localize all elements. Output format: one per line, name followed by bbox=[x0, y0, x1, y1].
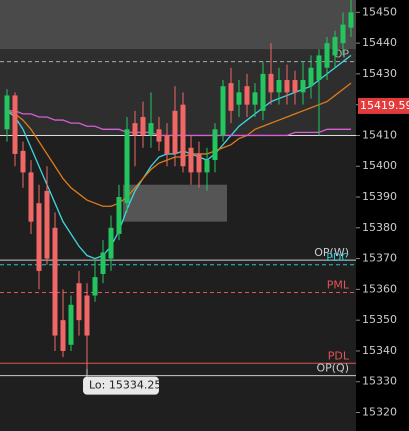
y-tick-label: 15430 bbox=[362, 67, 397, 80]
candle-body bbox=[220, 86, 226, 136]
candle-body bbox=[108, 227, 114, 259]
level-label: OP(Q) bbox=[316, 362, 349, 375]
candle-body bbox=[252, 92, 258, 105]
indicator-line bbox=[6, 54, 352, 260]
level-label: OP(W) bbox=[314, 246, 349, 259]
candle-body bbox=[244, 86, 250, 105]
candle-body bbox=[228, 83, 234, 111]
candle-body bbox=[172, 110, 178, 154]
level-label: OP bbox=[334, 48, 350, 61]
candle-body bbox=[300, 80, 306, 93]
candle-body bbox=[140, 116, 146, 136]
candle-body bbox=[132, 123, 138, 136]
zone bbox=[123, 184, 227, 222]
y-tick-label: 15370 bbox=[362, 252, 397, 265]
price-tag-label: 15419.59 bbox=[360, 99, 409, 112]
candle-body bbox=[180, 104, 186, 167]
y-tick-label: 15350 bbox=[362, 313, 397, 326]
y-tick-label: 15320 bbox=[362, 406, 397, 419]
y-tick-label: 15400 bbox=[362, 159, 397, 172]
y-tick-label: 15450 bbox=[362, 5, 397, 18]
candle-body bbox=[60, 320, 66, 351]
candle-body bbox=[76, 283, 82, 321]
candle-body bbox=[292, 80, 298, 93]
zone bbox=[0, 0, 356, 50]
candle-body bbox=[324, 43, 330, 68]
candle-body bbox=[260, 73, 266, 111]
candle-body bbox=[188, 147, 194, 173]
axis-background bbox=[356, 0, 409, 431]
y-tick-label: 15410 bbox=[362, 128, 397, 141]
candle-body bbox=[308, 67, 314, 87]
candle-body bbox=[68, 304, 74, 345]
candle-body bbox=[124, 129, 130, 204]
low-label: Lo: 15334.25 bbox=[89, 379, 161, 392]
candle-body bbox=[268, 73, 274, 93]
candle-body bbox=[4, 95, 10, 130]
candle-body bbox=[36, 203, 42, 271]
candle-body bbox=[156, 129, 162, 142]
indicator-line bbox=[7, 110, 351, 137]
candle-body bbox=[204, 160, 210, 173]
candle-body bbox=[284, 80, 290, 93]
level-label: PDL bbox=[328, 349, 350, 362]
candle-body bbox=[20, 150, 26, 173]
candle-body bbox=[84, 295, 90, 336]
candle-body bbox=[148, 123, 154, 136]
candle-body bbox=[348, 12, 354, 28]
y-tick-label: 15440 bbox=[362, 36, 397, 49]
candle-body bbox=[196, 153, 202, 173]
y-tick-label: 15340 bbox=[362, 344, 397, 357]
y-tick-label: 15330 bbox=[362, 375, 397, 388]
candle-body bbox=[100, 252, 106, 274]
candle-body bbox=[340, 24, 346, 44]
candle-body bbox=[92, 277, 98, 296]
y-tick-label: 15390 bbox=[362, 190, 397, 203]
level-label: PML bbox=[327, 278, 350, 291]
candle-body bbox=[276, 80, 282, 93]
candle-body bbox=[44, 190, 50, 259]
candle-body bbox=[332, 36, 338, 56]
candle-body bbox=[164, 135, 170, 154]
candle-body bbox=[116, 197, 122, 234]
y-tick-label: 15380 bbox=[362, 221, 397, 234]
level-label: PDC bbox=[326, 251, 349, 264]
candle-body bbox=[52, 227, 58, 336]
low-box bbox=[83, 376, 159, 395]
y-tick-label: 15360 bbox=[362, 282, 397, 295]
price-tag bbox=[358, 97, 409, 114]
indicator-line bbox=[6, 82, 352, 207]
candle-body bbox=[236, 92, 242, 105]
candle-body bbox=[212, 129, 218, 161]
candle-body bbox=[28, 172, 34, 222]
candle-body bbox=[316, 55, 322, 81]
candle-body bbox=[12, 95, 18, 154]
